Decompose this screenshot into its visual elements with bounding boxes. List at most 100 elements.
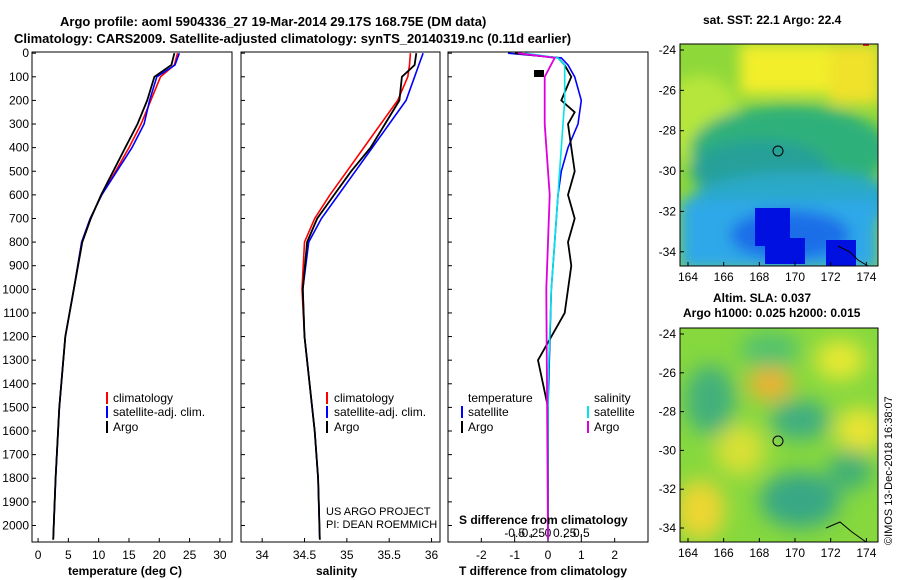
map-x-tick-label: 164 — [678, 270, 698, 284]
map-x-tick-label: 172 — [821, 270, 841, 284]
x-tick-label: 2 — [611, 548, 618, 562]
depth-tick-label: 2000 — [2, 518, 29, 532]
s-tick-label: -0.25 — [518, 526, 546, 540]
difference-s-axis: -0.5-0.25 0 0.250.5 — [504, 526, 590, 540]
sla-map-title-2: Argo h1000: 0.025 h2000: 0.015 — [683, 306, 861, 320]
difference-x-axis: -2 -1 0 1 2 — [476, 538, 618, 562]
sla-map: Altim. SLA: 0.037 Argo h1000: 0.025 h200… — [659, 291, 879, 560]
sla-map-axes: 164 166 168 170 172 174 -24 -26 -28 -30 -32 -34 — [659, 327, 877, 560]
series-line-salinity-argo — [517, 52, 557, 540]
map-x-tick-label: 170 — [785, 270, 805, 284]
map-y-tick-label: -34 — [659, 245, 677, 259]
argo-position-marker — [772, 145, 784, 157]
temperature-legend: climatology satellite-adj. clim. Argo — [106, 391, 205, 434]
sst-map: sat. SST: 22.1 Argo: 22.4 164 166 168 170 17… — [659, 13, 879, 284]
legend-label-s-satellite: satellite — [594, 405, 635, 419]
map-x-tick-label: 168 — [749, 270, 769, 284]
map-x-tick-label: 166 — [714, 546, 734, 560]
x-tick-label: -2 — [476, 548, 487, 562]
argo-position-marker-2 — [772, 435, 784, 447]
x-tick-label: 35 — [340, 548, 354, 562]
series-line-climatology — [301, 53, 412, 540]
legend-title-salinity: salinity — [594, 391, 631, 405]
legend-label-argo: Argo — [113, 420, 139, 434]
difference-panel: -2 -1 0 1 2 -0.5-0.25 0 0.250.5 S difference f… — [447, 51, 649, 578]
s-tick-label: 0.5 — [573, 526, 590, 540]
temperature-plot-frame — [31, 51, 233, 543]
depth-tick-label: 1400 — [2, 377, 29, 391]
t-difference-label: T difference from climatology — [459, 564, 627, 578]
depth-tick-label: 1000 — [2, 282, 29, 296]
depth-tick-label: 1100 — [3, 306, 29, 320]
map-x-tick-label: 174 — [856, 546, 876, 560]
x-tick-label: 15 — [122, 548, 136, 562]
legend-label-s-argo: Argo — [594, 420, 620, 434]
depth-tick-label: 700 — [9, 211, 29, 225]
map-y-tick-label: -28 — [659, 405, 677, 419]
x-tick-label: -1 — [509, 548, 520, 562]
legend-label-satellite: satellite-adj. clim. — [334, 405, 426, 419]
map-y-tick-label: -32 — [659, 482, 677, 496]
depth-tick-label: 600 — [9, 188, 29, 202]
map-y-tick-label: -34 — [659, 521, 677, 535]
series-line-argo — [52, 52, 176, 540]
salinity-x-axis: 34 34.5 35 35.5 36 — [255, 538, 439, 562]
depth-tick-label: 1900 — [2, 495, 29, 509]
x-tick-label: 25 — [183, 548, 197, 562]
temperature-x-axis: 0 5 10 15 20 25 30 — [35, 538, 227, 562]
depth-tick-label: 1800 — [2, 471, 29, 485]
s-tick-label: -0.5 — [504, 526, 525, 540]
depth-tick-label: 200 — [9, 93, 29, 107]
project-line-1: US ARGO PROJECT — [326, 506, 431, 518]
difference-legend: temperature salinity satellite Argo sate… — [461, 391, 635, 434]
depth-tick-label: 400 — [9, 141, 29, 155]
salinity-y-ticks — [241, 52, 245, 526]
map-x-tick-label: 168 — [749, 546, 769, 560]
x-tick-label: 35.5 — [378, 548, 402, 562]
x-tick-label: 1 — [578, 548, 585, 562]
map-x-tick-label: 164 — [678, 546, 698, 560]
depth-tick-label: 500 — [9, 164, 29, 178]
project-line-2: PI: DEAN ROEMMICH — [326, 519, 437, 531]
depth-tick-label: 0 — [22, 46, 29, 60]
temperature-axis-label: temperature (deg C) — [68, 564, 182, 578]
legend-label-t-argo: Argo — [468, 420, 494, 434]
series-line-argo — [301, 53, 418, 540]
difference-lines — [507, 52, 583, 540]
salinity-legend: climatology satellite-adj. clim. Argo — [326, 391, 426, 434]
map-x-tick-label: 166 — [714, 270, 734, 284]
title-line-2: Climatology: CARS2009. Satellite-adjuste… — [14, 31, 571, 46]
x-tick-label: 34.5 — [293, 548, 317, 562]
legend-title-temperature: temperature — [468, 391, 533, 405]
x-tick-label: 30 — [213, 548, 227, 562]
map-x-tick-label: 174 — [856, 270, 876, 284]
x-tick-label: 20 — [153, 548, 167, 562]
sst-map-title: sat. SST: 22.1 Argo: 22.4 — [703, 13, 842, 27]
series-line-salinity-satellite — [524, 52, 566, 540]
series-line-temperature-argo — [514, 52, 576, 540]
salinity-plot-frame — [240, 51, 441, 543]
x-tick-label: 0 — [545, 548, 552, 562]
x-tick-label: 0 — [35, 548, 42, 562]
legend-label-t-satellite: satellite — [468, 405, 509, 419]
x-tick-label: 10 — [92, 548, 106, 562]
salinity-panel: 34 34.5 35 35.5 36 salinity climatology sate… — [240, 51, 441, 578]
depth-tick-label: 1300 — [2, 353, 29, 367]
title-line-1: Argo profile: aoml 5904336_27 19-Mar-201… — [60, 14, 486, 29]
map-x-tick-label: 172 — [821, 546, 841, 560]
map-y-tick-label: -28 — [659, 124, 677, 138]
s-difference-label: S difference from climatology — [459, 513, 628, 527]
map-y-tick-label: -24 — [659, 43, 677, 57]
x-tick-label: 34 — [255, 548, 269, 562]
depth-axis: 0 100 200 300 400 500 600 700 800 900 1000 1100 1200… — [2, 46, 36, 532]
argo-surface-marker — [534, 70, 544, 77]
x-tick-label: 5 — [65, 548, 72, 562]
salinity-lines — [301, 52, 424, 540]
map-y-tick-label: -30 — [659, 164, 677, 178]
footer-timestamp: ©IMOS 13-Dec-2018 16:38:07 — [883, 396, 895, 545]
depth-tick-label: 900 — [9, 259, 29, 273]
map-y-tick-label: -32 — [659, 204, 677, 218]
depth-tick-label: 100 — [9, 70, 29, 84]
series-line-satellite-adj-clim- — [301, 52, 424, 540]
